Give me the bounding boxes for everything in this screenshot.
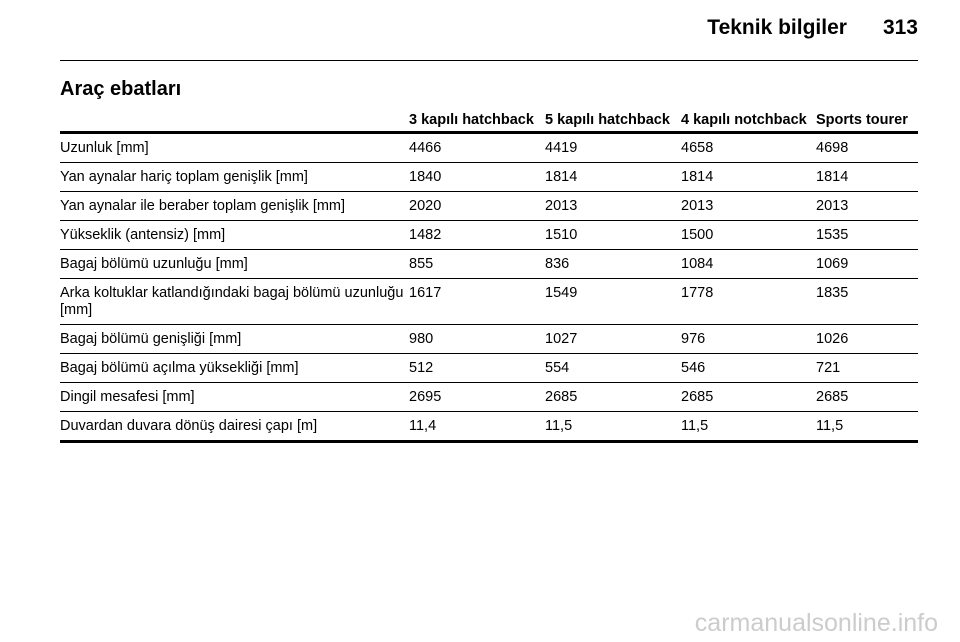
value-cell: 11,5 [543,411,679,443]
row-label: Arka koltuklar katlandığındaki bagaj böl… [60,278,407,325]
value-cell: 1069 [814,249,918,279]
value-cell: 4466 [407,132,543,163]
value-cell: 976 [679,324,814,354]
value-cell: 2013 [543,191,679,221]
value-cell: 11,5 [679,411,814,443]
column-header: Sports tourer [814,108,918,134]
table-row: Dingil mesafesi [mm] 2695 2685 2685 2685 [60,382,918,412]
value-cell: 1617 [407,278,543,325]
value-cell: 2020 [407,191,543,221]
value-cell: 1482 [407,220,543,250]
value-cell: 1027 [543,324,679,354]
row-label: Yan aynalar hariç toplam genişlik [mm] [60,162,407,192]
header-row: 3 kapılı hatchback 5 kapılı hatchback 4 ka… [60,108,918,134]
table-body: Uzunluk [mm] 4466 4419 4658 4698 Yan aynalar … [60,132,918,443]
page-number: 313 [882,16,918,39]
value-cell: 721 [814,353,918,383]
table-row: Duvardan duvara dönüş dairesi çapı [m] 11… [60,411,918,443]
value-cell: 2013 [679,191,814,221]
table-row: Bagaj bölümü genişliği [mm] 980 1027 976 102… [60,324,918,354]
column-header: 5 kapılı hatchback [543,108,679,134]
value-cell: 1814 [814,162,918,192]
watermark: carmanualsonline.info [694,609,938,637]
value-cell: 512 [407,353,543,383]
value-cell: 4658 [679,132,814,163]
value-cell: 836 [543,249,679,279]
row-label: Yan aynalar ile beraber toplam genişlik … [60,191,407,221]
value-cell: 546 [679,353,814,383]
section-title: Araç ebatları [60,78,182,100]
table-row: Yükseklik (antensiz) [mm] 1482 1510 1500 153… [60,220,918,250]
value-cell: 11,5 [814,411,918,443]
header-cell [60,108,407,134]
value-cell: 1835 [814,278,918,325]
value-cell: 1026 [814,324,918,354]
value-cell: 2685 [814,382,918,412]
row-label: Dingil mesafesi [mm] [60,382,407,412]
table-row: Yan aynalar ile beraber toplam genişlik … [60,191,918,221]
value-cell: 2695 [407,382,543,412]
value-cell: 1549 [543,278,679,325]
value-cell: 554 [543,353,679,383]
value-cell: 11,4 [407,411,543,443]
value-cell: 4698 [814,132,918,163]
row-label: Yükseklik (antensiz) [mm] [60,220,407,250]
value-cell: 1778 [679,278,814,325]
row-label: Bagaj bölümü açılma yüksekliği [mm] [60,353,407,383]
value-cell: 1814 [543,162,679,192]
value-cell: 1535 [814,220,918,250]
value-cell: 1510 [543,220,679,250]
row-label: Bagaj bölümü uzunluğu [mm] [60,249,407,279]
value-cell: 1500 [679,220,814,250]
header-title: Teknik bilgiler [707,16,847,39]
table-row: Yan aynalar hariç toplam genişlik [mm] 18… [60,162,918,192]
table-row: Uzunluk [mm] 4466 4419 4658 4698 [60,132,918,163]
row-label: Bagaj bölümü genişliği [mm] [60,324,407,354]
column-header: 4 kapılı notchback [679,108,814,134]
row-label: Uzunluk [mm] [60,132,407,163]
value-cell: 2013 [814,191,918,221]
value-cell: 980 [407,324,543,354]
dimensions-table: 3 kapılı hatchback 5 kapılı hatchback 4 ka… [60,108,918,443]
table-row: Bagaj bölümü uzunluğu [mm] 855 836 1084 1069 [60,249,918,279]
column-header: 3 kapılı hatchback [407,108,543,134]
value-cell: 1084 [679,249,814,279]
table-row: Arka koltuklar katlandığındaki bagaj böl… [60,278,918,325]
value-cell: 1840 [407,162,543,192]
header-rule [60,60,918,61]
row-label: Duvardan duvara dönüş dairesi çapı [m] [60,411,407,443]
value-cell: 1814 [679,162,814,192]
page-header: Teknik bilgiler 313 [707,16,918,40]
value-cell: 2685 [543,382,679,412]
value-cell: 2685 [679,382,814,412]
table-row: Bagaj bölümü açılma yüksekliği [mm] 512 55… [60,353,918,383]
value-cell: 855 [407,249,543,279]
value-cell: 4419 [543,132,679,163]
